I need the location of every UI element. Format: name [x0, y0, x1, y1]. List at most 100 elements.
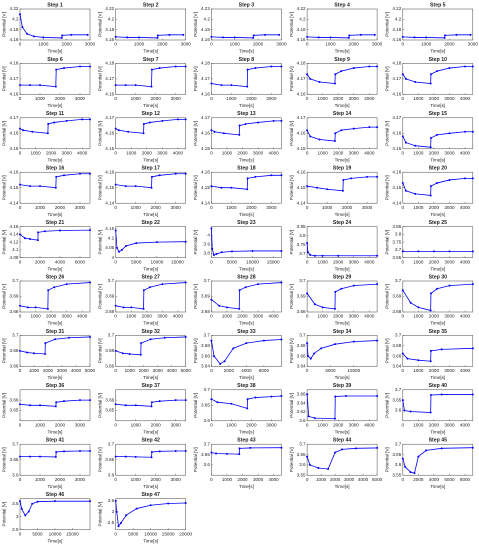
x-axis-label: Time[s]: [48, 375, 63, 380]
y-tick-label: 3.66: [201, 353, 210, 358]
data-point: [31, 130, 34, 133]
data-point: [252, 34, 255, 37]
data-point: [340, 129, 343, 132]
x-tick-label: 1000: [131, 205, 142, 210]
y-tick-label: 3.65: [10, 457, 19, 462]
x-tick-label: 5000: [32, 531, 43, 536]
data-point: [150, 456, 153, 459]
data-point: [471, 283, 474, 286]
data-point: [19, 500, 21, 503]
y-tick-label: 4.16: [105, 92, 114, 97]
data-point: [130, 306, 133, 309]
data-point: [230, 250, 233, 253]
y-tick-label: 3.7: [204, 278, 211, 283]
y-axis-label: Potential [V]: [193, 175, 198, 200]
x-tick-label: 1000: [413, 151, 424, 156]
y-tick-label: 3.65: [201, 403, 210, 408]
chart-title: Step 43: [237, 438, 256, 444]
data-point: [249, 446, 252, 449]
x-tick-label: 3000: [349, 259, 360, 264]
data-point: [280, 65, 283, 68]
x-axis-label: Time[s]: [335, 430, 350, 435]
x-tick-label: 0: [210, 368, 213, 373]
y-tick-label: 3.8: [395, 232, 402, 237]
y-tick-label: 3: [112, 509, 115, 514]
data-point: [352, 340, 355, 343]
data-point: [340, 287, 343, 290]
x-tick-label: 0: [210, 423, 213, 428]
data-point: [68, 336, 70, 339]
data-point: [306, 342, 309, 345]
data-point: [317, 36, 320, 39]
y-tick-label: 3.7: [12, 333, 19, 338]
data-point: [26, 351, 28, 354]
x-axis-label: Time[s]: [335, 321, 350, 326]
x-tick-label: 3000: [444, 368, 455, 373]
y-tick-label: 3.65: [297, 452, 306, 457]
data-point: [401, 399, 404, 402]
y-tick-label: 3.66: [105, 364, 114, 369]
x-tick-label: 1000: [35, 96, 46, 101]
data-point: [29, 185, 31, 188]
data-point: [156, 36, 159, 39]
data-point: [33, 35, 35, 38]
x-tick-label: 0: [19, 531, 22, 536]
y-tick-label: 3.68: [10, 348, 19, 353]
data-point: [174, 399, 177, 402]
data-line: [211, 395, 282, 409]
data-point: [238, 124, 241, 127]
y-tick-label: 3.75: [392, 239, 401, 244]
y-axis-label: Potential [V]: [193, 447, 198, 472]
chart-title: Step 39: [333, 383, 352, 389]
data-point: [24, 237, 26, 240]
data-point: [142, 123, 145, 125]
y-tick-label: 4.16: [392, 37, 401, 42]
y-axis-label: Potential [V]: [289, 175, 294, 200]
y-tick-label: 3.65: [201, 452, 210, 457]
y-tick-label: 4.05: [105, 245, 114, 250]
x-tick-label: 1000: [413, 368, 424, 373]
x-tick-label: 1000: [222, 314, 233, 319]
y-tick-label: 4.17: [297, 76, 306, 81]
x-tick-label: 3000: [57, 368, 68, 373]
data-point: [406, 357, 409, 360]
data-point: [306, 73, 309, 76]
data-point: [39, 455, 41, 458]
data-point: [333, 82, 336, 85]
data-point: [347, 36, 350, 39]
y-tick-label: 4.1: [12, 247, 19, 252]
data-point: [31, 502, 34, 505]
data-point: [306, 292, 309, 295]
data-point: [440, 393, 443, 396]
y-tick-label: 3.6: [12, 472, 19, 477]
x-tick-label: 8000: [460, 477, 471, 482]
data-point: [148, 121, 151, 124]
data-point: [318, 138, 321, 141]
x-tick-label: 4000: [364, 151, 375, 156]
data-point: [306, 393, 309, 396]
y-tick-label: 4.2: [108, 17, 115, 22]
x-tick-label: 2000: [429, 205, 440, 210]
data-point: [318, 81, 321, 83]
y-axis-label: Potential [V]: [193, 284, 198, 309]
y-tick-label: 4.18: [105, 27, 114, 32]
axes-box: [402, 171, 474, 204]
data-point: [436, 133, 439, 136]
y-tick-label: 3.68: [201, 309, 210, 314]
x-tick-label: 1000: [126, 314, 137, 319]
data-point: [280, 174, 283, 177]
x-tick-label: 2000: [55, 96, 66, 101]
data-point: [317, 466, 320, 469]
x-tick-label: 15000: [267, 259, 280, 264]
data-point: [309, 253, 312, 256]
data-point: [19, 304, 21, 307]
data-point: [401, 182, 404, 185]
axes-box: [19, 280, 91, 313]
data-point: [376, 254, 379, 257]
x-tick-label: 0: [114, 205, 117, 210]
x-tick-label: 0: [19, 96, 22, 101]
data-point: [440, 348, 443, 351]
x-tick-label: 5000: [131, 259, 142, 264]
data-point: [89, 229, 91, 232]
